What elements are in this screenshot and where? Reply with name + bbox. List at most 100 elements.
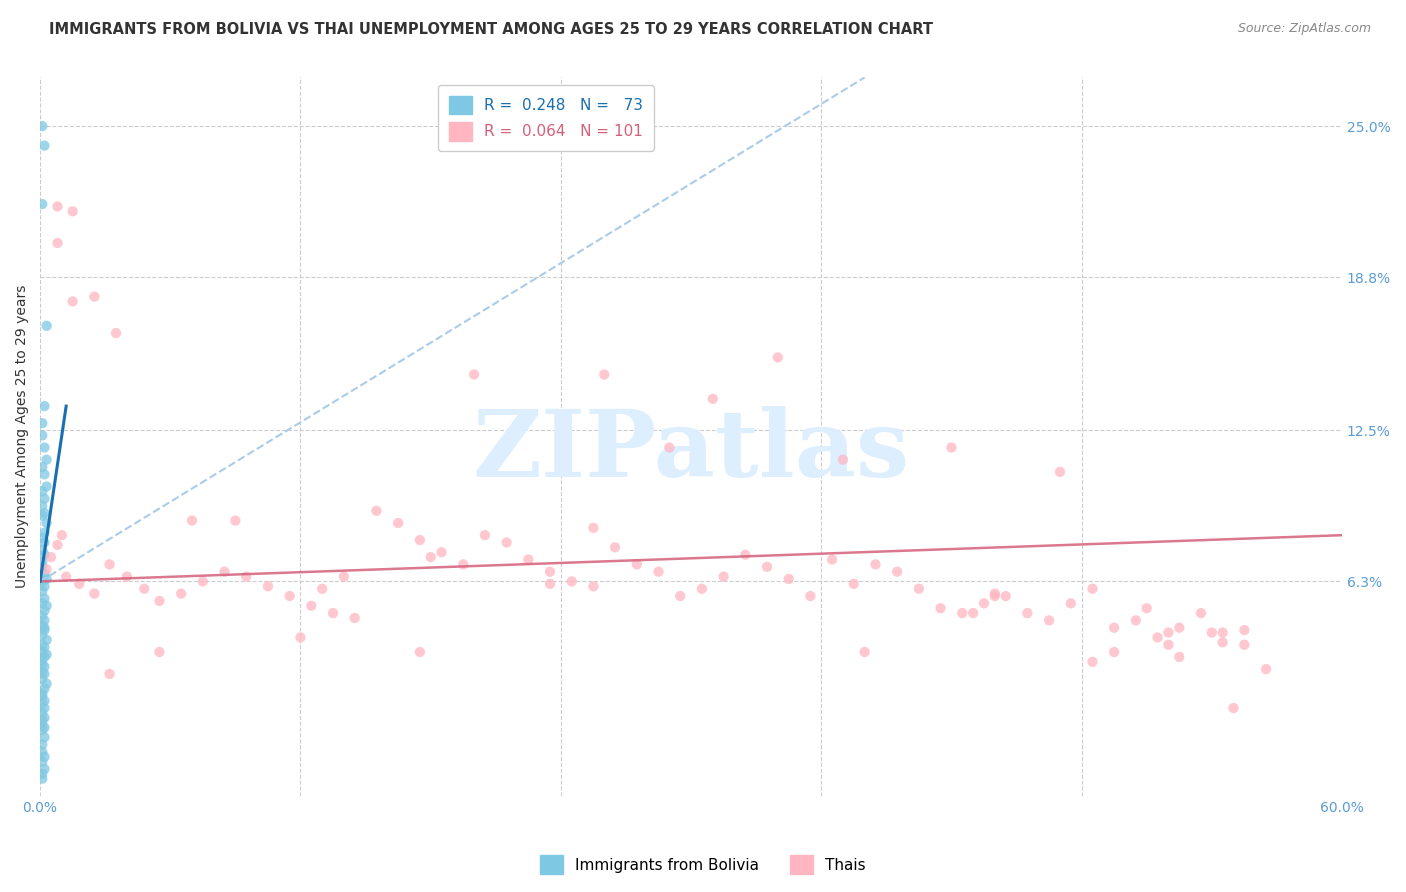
Point: [31, 484, 53, 499]
Point: [105, 326, 128, 340]
Point: [1017, 606, 1039, 620]
Point: [51, 528, 73, 542]
Point: [517, 552, 540, 566]
Point: [83, 289, 105, 303]
Point: [593, 368, 616, 382]
Point: [34, 749, 56, 764]
Point: [31, 499, 53, 513]
Point: [35, 599, 58, 613]
Point: [46, 235, 69, 250]
Y-axis label: Unemployment Among Ages 25 to 29 years: Unemployment Among Ages 25 to 29 years: [15, 285, 30, 588]
Point: [34, 701, 56, 715]
Point: [1125, 614, 1147, 628]
Point: [1157, 638, 1180, 652]
Point: [1102, 645, 1125, 659]
Point: [34, 659, 56, 673]
Point: [148, 645, 170, 659]
Point: [799, 589, 821, 603]
Point: [582, 521, 605, 535]
Point: [35, 648, 58, 662]
Point: [46, 538, 69, 552]
Point: [34, 491, 56, 506]
Point: [366, 504, 388, 518]
Point: [191, 574, 214, 589]
Point: [333, 569, 356, 583]
Point: [1168, 649, 1191, 664]
Point: [31, 686, 53, 700]
Point: [1102, 621, 1125, 635]
Point: [62, 294, 84, 309]
Point: [690, 582, 713, 596]
Point: [31, 652, 53, 666]
Point: [35, 676, 58, 690]
Point: [387, 516, 409, 530]
Point: [98, 667, 121, 681]
Point: [538, 565, 561, 579]
Point: [409, 533, 432, 547]
Point: [299, 599, 322, 613]
Point: [98, 558, 121, 572]
Point: [148, 594, 170, 608]
Point: [67, 577, 90, 591]
Point: [34, 604, 56, 618]
Point: [31, 645, 53, 659]
Point: [984, 589, 1007, 603]
Point: [34, 711, 56, 725]
Point: [214, 565, 236, 579]
Point: [31, 628, 53, 642]
Point: [31, 772, 53, 786]
Point: [669, 589, 692, 603]
Point: [31, 416, 53, 430]
Point: [31, 559, 53, 574]
Point: [31, 197, 53, 211]
Point: [832, 452, 855, 467]
Point: [778, 572, 800, 586]
Point: [235, 569, 257, 583]
Point: [34, 623, 56, 637]
Point: [419, 550, 441, 565]
Point: [962, 606, 984, 620]
Point: [821, 552, 844, 566]
Point: [31, 119, 53, 133]
Point: [31, 657, 53, 672]
Point: [31, 689, 53, 703]
Point: [626, 558, 648, 572]
Point: [257, 579, 280, 593]
Point: [1146, 631, 1168, 645]
Point: [1081, 582, 1104, 596]
Point: [31, 672, 53, 686]
Point: [886, 565, 908, 579]
Point: [31, 596, 53, 610]
Point: [31, 638, 53, 652]
Point: [865, 558, 887, 572]
Point: [35, 572, 58, 586]
Point: [31, 608, 53, 623]
Text: IMMIGRANTS FROM BOLIVIA VS THAI UNEMPLOYMENT AMONG AGES 25 TO 29 YEARS CORRELATI: IMMIGRANTS FROM BOLIVIA VS THAI UNEMPLOY…: [49, 22, 934, 37]
Point: [474, 528, 496, 542]
Point: [35, 318, 58, 333]
Point: [31, 542, 53, 557]
Point: [603, 541, 626, 555]
Point: [34, 399, 56, 413]
Point: [31, 574, 53, 589]
Point: [31, 665, 53, 679]
Point: [35, 632, 58, 647]
Point: [115, 569, 138, 583]
Point: [34, 640, 56, 655]
Point: [1038, 614, 1060, 628]
Point: [950, 606, 973, 620]
Point: [1212, 635, 1234, 649]
Point: [31, 713, 53, 727]
Point: [1233, 638, 1256, 652]
Point: [31, 428, 53, 442]
Point: [582, 579, 605, 593]
Point: [1049, 465, 1071, 479]
Point: [842, 577, 865, 591]
Point: [1081, 655, 1104, 669]
Point: [34, 506, 56, 520]
Point: [929, 601, 952, 615]
Point: [984, 586, 1007, 600]
Point: [46, 199, 69, 213]
Text: ZIPatlas: ZIPatlas: [472, 406, 910, 496]
Point: [55, 569, 77, 583]
